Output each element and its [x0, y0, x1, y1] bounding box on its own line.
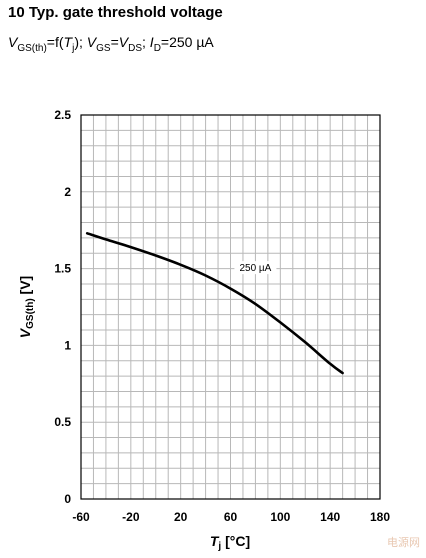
x-tick-label: -60	[72, 510, 90, 524]
x-tick-label: 60	[224, 510, 238, 524]
x-tick-label: 140	[320, 510, 340, 524]
chart-title: 10 Typ. gate threshold voltage	[8, 4, 223, 21]
grid	[80, 114, 381, 500]
x-tick-label: 20	[174, 510, 188, 524]
annotation-label: 250 µA	[239, 263, 271, 274]
plot-frame	[80, 114, 381, 500]
y-tick-label: 0.5	[54, 415, 71, 429]
series-line-250ua	[85, 232, 344, 375]
tick-labels: -60 -20 20 60 100 140 180 0 0.5 1 1.5 2 2.5	[54, 108, 390, 524]
x-tick-label: -20	[122, 510, 140, 524]
y-tick-label: 1	[64, 338, 71, 352]
x-tick-label: 180	[370, 510, 390, 524]
y-tick-label: 2	[64, 185, 71, 199]
y-tick-label: 0	[64, 492, 71, 506]
series-layer	[85, 232, 344, 375]
y-axis-label: VGS(th) [V]	[17, 276, 36, 338]
annotation-background	[234, 261, 277, 275]
x-axis-label: Tj [°C]	[210, 533, 250, 552]
annotation-layer: 250 µA	[234, 261, 277, 275]
y-tick-label: 1.5	[54, 262, 71, 276]
watermark-logo: 电源网	[387, 537, 420, 549]
x-tick-label: 100	[270, 510, 290, 524]
y-tick-label: 2.5	[54, 108, 71, 122]
chart-subtitle: VGS(th)=f(Tj); VGS=VDS; ID=250 µA	[8, 34, 214, 54]
